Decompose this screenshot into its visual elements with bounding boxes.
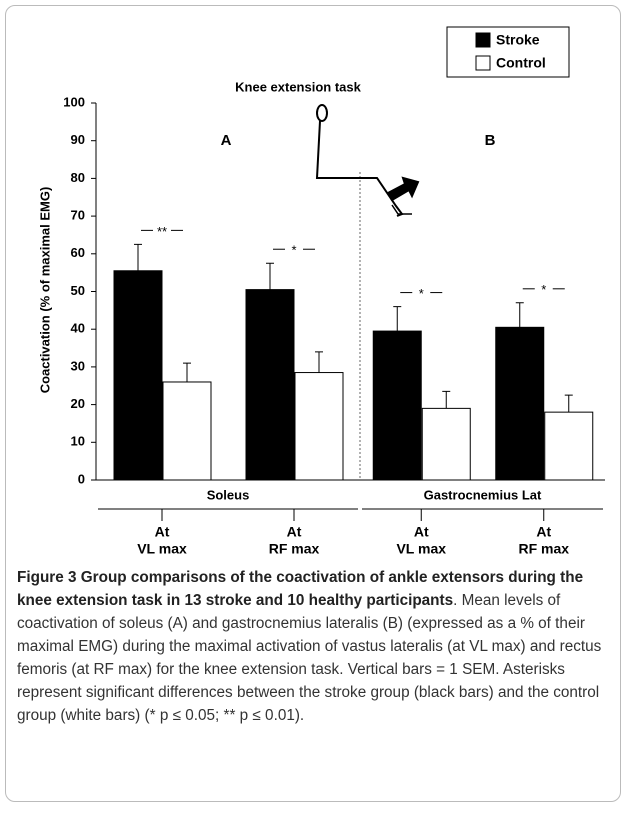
- x-tick-label: At: [414, 524, 429, 540]
- y-tick-label: 80: [71, 170, 85, 185]
- y-tick-label: 40: [71, 321, 85, 336]
- error-bar: [393, 307, 401, 332]
- x-tick-label: VL max: [137, 541, 187, 557]
- y-tick-label: 60: [71, 245, 85, 260]
- y-tick-label: 10: [71, 434, 85, 449]
- y-tick-label: 70: [71, 208, 85, 223]
- bar: [373, 331, 421, 480]
- page: Knee extension task Coactivation (% of m…: [0, 0, 627, 820]
- group-label: Soleus: [207, 487, 250, 502]
- bar: [545, 412, 593, 480]
- y-tick-label: 30: [71, 358, 85, 373]
- x-tick-label: At: [536, 524, 551, 540]
- legend-label: Control: [496, 55, 546, 71]
- x-tick-label: VL max: [396, 541, 446, 557]
- significance-label: *: [291, 243, 296, 258]
- x-tick-label: At: [287, 524, 302, 540]
- legend-label: Stroke: [496, 32, 540, 48]
- chart: Knee extension task Coactivation (% of m…: [0, 0, 627, 565]
- bar: [114, 271, 162, 480]
- legend-swatch: [476, 56, 490, 70]
- y-tick-label: 20: [71, 396, 85, 411]
- figure-caption: Figure 3 Group comparisons of the coacti…: [17, 566, 611, 727]
- panel-label: A: [221, 132, 232, 149]
- x-tick-label: At: [155, 524, 170, 540]
- x-tick-label: RF max: [518, 541, 569, 557]
- error-bar: [565, 395, 573, 412]
- group-label: Gastrocnemius Lat: [424, 487, 542, 502]
- y-axis-label: Coactivation (% of maximal EMG): [37, 187, 52, 394]
- y-tick-label: 0: [78, 471, 85, 486]
- y-tick-label: 90: [71, 132, 85, 147]
- bar: [163, 382, 211, 480]
- bar: [295, 373, 343, 480]
- significance-label: *: [541, 282, 546, 297]
- error-bar: [315, 352, 323, 373]
- error-bar: [183, 363, 191, 382]
- error-bar: [442, 391, 450, 408]
- x-tick-label: RF max: [269, 541, 320, 557]
- panel-label: B: [485, 132, 496, 149]
- legend-swatch: [476, 33, 490, 47]
- bar: [422, 408, 470, 480]
- bar: [246, 290, 294, 480]
- bar: [496, 327, 544, 480]
- error-bar: [516, 303, 524, 328]
- chart-title: Knee extension task: [235, 79, 361, 94]
- y-tick-label: 100: [63, 94, 85, 109]
- error-bar: [266, 263, 274, 289]
- knee-icon: [317, 105, 418, 216]
- caption-text: . Mean levels of coactivation of soleus …: [17, 592, 601, 724]
- significance-label: **: [157, 224, 167, 239]
- error-bar: [134, 244, 142, 270]
- significance-label: *: [419, 286, 424, 301]
- y-tick-label: 50: [71, 283, 85, 298]
